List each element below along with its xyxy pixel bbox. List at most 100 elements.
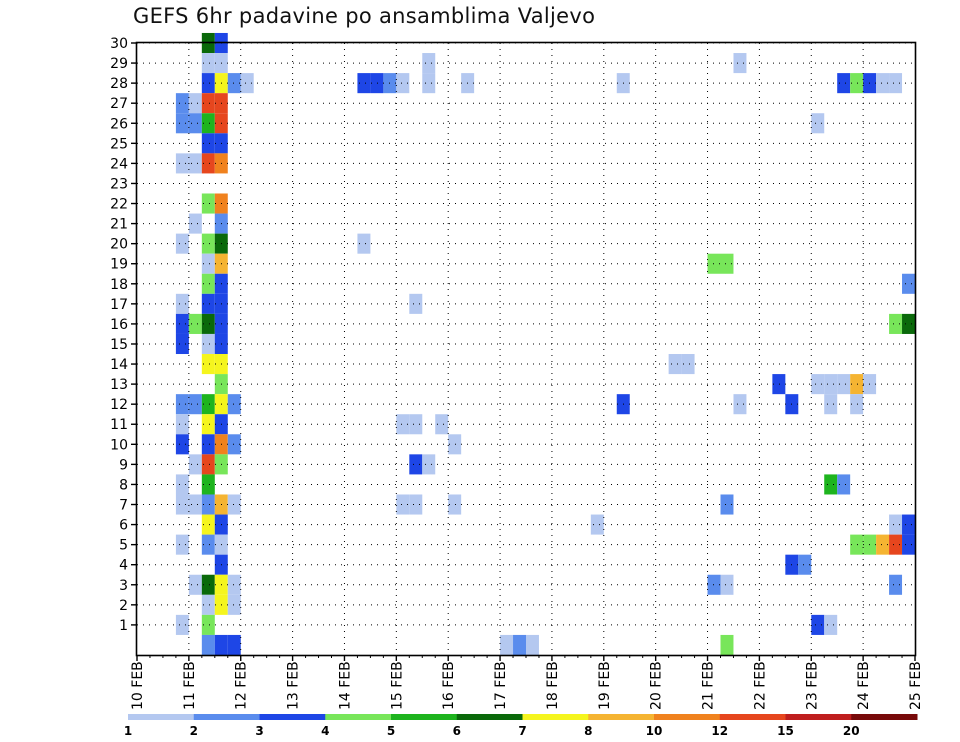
y-tick-label: 22 [110,197,128,213]
x-tick-label: 13 FEB [286,661,302,710]
heat-cell [409,494,423,515]
heat-cell [357,73,371,94]
legend-swatch [325,714,392,720]
legend-label: 6 [453,724,461,738]
heat-cell [720,574,734,595]
heat-cell [837,374,851,395]
y-tick-label: 1 [119,618,128,634]
heat-cell [201,354,215,375]
y-tick-label: 15 [110,337,128,353]
heat-cell [201,233,215,254]
legend-label: 4 [321,724,329,738]
heat-cell [396,73,410,94]
heat-cell [850,374,864,395]
heat-cell [811,374,825,395]
x-tick-label: 20 FEB [649,661,665,710]
heat-cell [201,474,215,495]
heat-cell [707,574,721,595]
heat-cell [175,293,189,314]
y-tick-label: 4 [119,558,128,574]
heat-cell [396,494,410,515]
x-tick-label: 21 FEB [701,661,717,710]
heat-cell [902,313,915,334]
legend-label: 10 [646,724,663,738]
heat-cell [720,634,734,655]
y-tick-label: 29 [110,56,128,72]
heat-cell [409,293,423,314]
y-tick-label: 10 [110,437,128,453]
legend-swatch [522,714,589,720]
heat-cell [188,574,202,595]
legend-label: 3 [255,724,263,738]
heat-cell [837,73,851,94]
heat-cell [889,534,903,555]
heat-cell [889,514,903,535]
heat-cell [201,113,215,134]
grid-layer [137,42,915,655]
heat-cell [175,113,189,134]
heat-cell [422,73,436,94]
y-tick-label: 3 [119,578,128,594]
legend-label: 5 [387,724,395,738]
heat-cell [175,494,189,515]
x-tick-label: 23 FEB [804,661,820,710]
x-tick-label: 18 FEB [545,661,561,710]
heat-cell [227,594,241,615]
heat-cell [175,414,189,435]
heat-cell [201,574,215,595]
legend-label: 1 [124,724,132,738]
heat-cell [720,494,734,515]
y-tick-label: 12 [110,397,128,413]
heat-cell [201,333,215,355]
heat-cell [733,394,747,415]
legend-label: 7 [518,724,526,738]
heat-cell [201,73,215,94]
heat-cell [526,634,539,655]
heat-cell [175,233,189,254]
heat-cell [175,434,189,455]
legend-swatch [719,714,786,720]
heat-cell [409,454,423,475]
heat-cell [188,494,202,515]
y-tick-label: 30 [110,36,128,52]
heat-cell [201,514,215,535]
heat-cell [175,534,189,555]
x-tick-label: 10 FEB [130,661,146,710]
heat-cell [707,253,721,274]
y-tick-label: 2 [119,598,128,614]
heat-cell [201,414,215,435]
y-tick-label: 7 [119,498,128,514]
heat-cell [188,113,202,134]
legend-swatch [391,714,458,720]
heat-cell [201,534,215,555]
heat-cell [824,374,838,395]
legend-label: 15 [777,724,794,738]
x-tick-label: 11 FEB [182,661,198,710]
y-tick-label: 18 [110,277,128,293]
heat-cell [435,414,449,435]
heat-cell [175,614,189,635]
heat-cell [175,153,189,174]
chart-title: GEFS 6hr padavine po ansamblima Valjevo [133,4,596,28]
heat-cell [188,394,202,415]
y-tick-label: 19 [110,257,128,273]
x-tick-label: 15 FEB [389,661,405,710]
heat-cell [227,434,241,455]
heat-cell [396,414,410,435]
heat-cell [201,273,215,294]
y-tick-label: 8 [119,477,128,493]
y-tick-label: 9 [119,457,128,473]
x-tick-label: 24 FEB [856,661,872,710]
y-tick-label: 20 [110,237,128,253]
heat-cell [227,634,241,655]
x-tick-label: 25 FEB [908,661,924,710]
heat-cell [850,394,864,415]
y-axis-ticks: 1234567891011121314151617181920212223242… [110,36,137,634]
heat-cell [902,534,915,555]
heat-cell [201,634,215,655]
heat-cell [798,554,812,575]
heat-cell [902,514,915,535]
heat-cell [876,73,890,94]
heat-cell [201,394,215,415]
heat-cell [357,233,371,254]
